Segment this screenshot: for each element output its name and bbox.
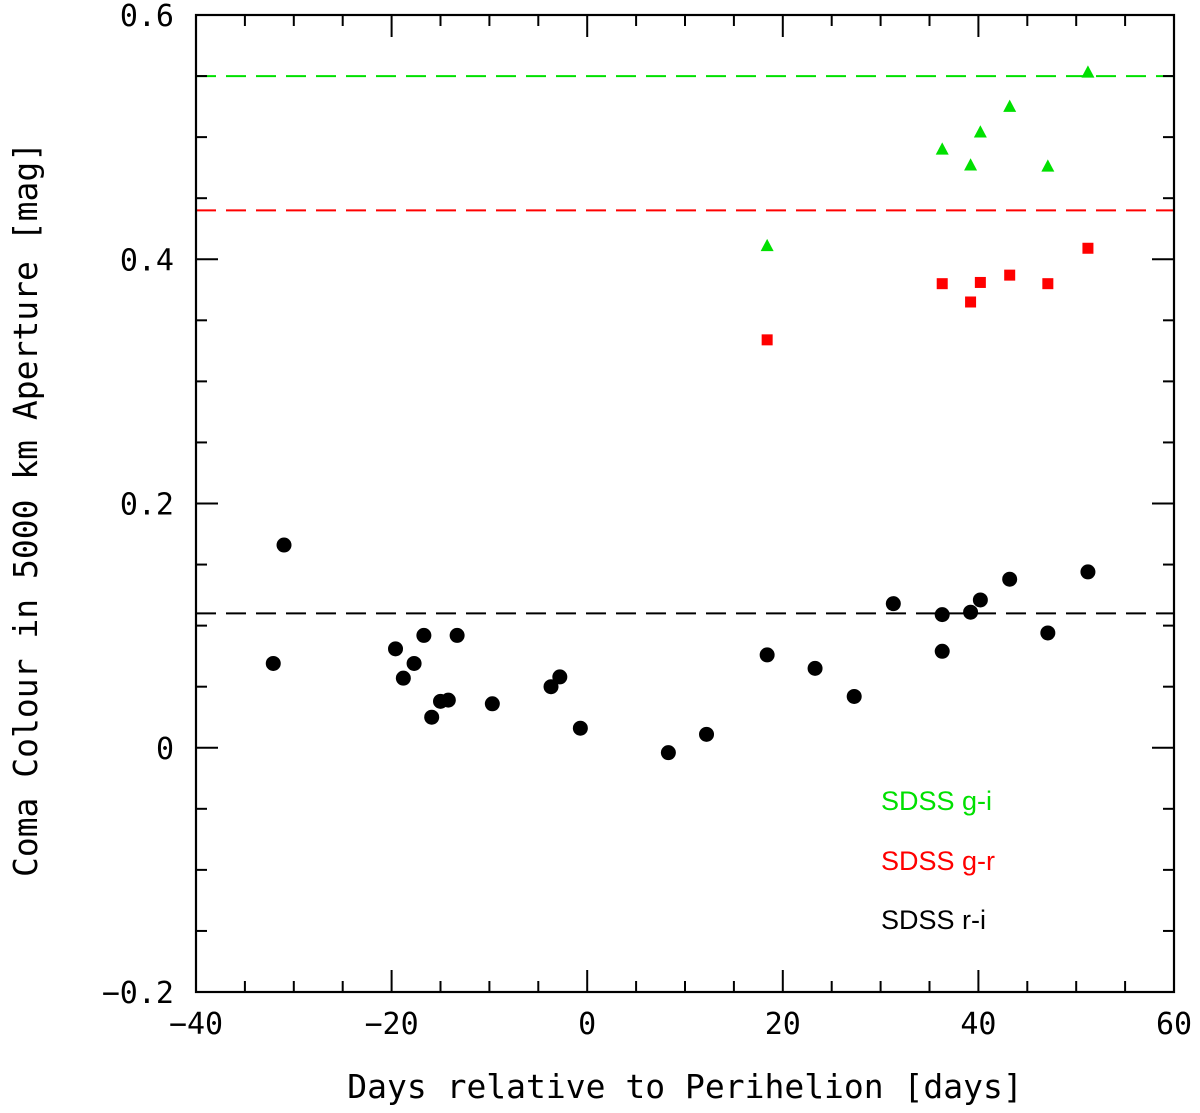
x-axis-title: Days relative to Perihelion [days]: [347, 1067, 1023, 1106]
y-tick-label: 0.6: [120, 0, 174, 34]
point-sdss-g-i: [760, 238, 774, 252]
legend: SDSS g-i SDSS g-r SDSS r-i: [881, 786, 995, 935]
x-tick-label: 20: [765, 1007, 801, 1042]
point-sdss-r-i: [395, 670, 411, 686]
point-sdss-r-i: [972, 592, 988, 608]
y-tick-label: 0: [156, 732, 174, 767]
x-tick-label: 60: [1156, 1007, 1192, 1042]
point-sdss-g-r: [974, 276, 986, 288]
point-sdss-g-r: [965, 296, 977, 308]
point-sdss-r-i: [552, 669, 568, 685]
point-sdss-r-i: [440, 692, 456, 708]
point-sdss-g-r: [936, 278, 948, 290]
x-tick-label: −40: [169, 1007, 223, 1042]
point-sdss-r-i: [543, 679, 559, 695]
point-sdss-g-i: [1041, 159, 1055, 172]
axis-ticks: [195, 14, 1175, 993]
reference-lines: [196, 75, 1174, 615]
point-sdss-r-i: [416, 627, 432, 643]
x-tick-label: 0: [578, 1007, 596, 1042]
point-sdss-g-r: [1082, 242, 1094, 254]
point-sdss-r-i: [934, 643, 950, 659]
point-sdss-r-i: [424, 709, 440, 725]
point-sdss-r-i: [406, 655, 422, 671]
point-sdss-r-i: [572, 720, 588, 736]
legend-entry-g-r: SDSS g-r: [881, 846, 995, 876]
tick-labels: −40 −20 0 20 40 60 −0.2 0 0.2 0.4 0.6: [102, 0, 1192, 1042]
x-tick-label: −20: [365, 1007, 419, 1042]
point-sdss-g-i: [1003, 99, 1017, 112]
point-sdss-r-i: [265, 655, 281, 671]
point-sdss-r-i: [807, 660, 823, 676]
point-sdss-g-i: [1081, 65, 1095, 78]
y-axis-title: Coma Colour in 5000 km Aperture [mag]: [6, 142, 45, 877]
y-tick-label: 0.2: [120, 488, 174, 523]
point-sdss-r-i: [1040, 625, 1056, 641]
point-sdss-r-i: [1080, 564, 1096, 580]
point-sdss-r-i: [449, 627, 465, 643]
plot-frame: [194, 13, 1176, 994]
point-sdss-g-i: [964, 158, 978, 171]
y-tick-label: 0.4: [120, 243, 174, 278]
point-sdss-r-i: [388, 641, 404, 657]
point-sdss-g-r: [1042, 278, 1054, 290]
point-sdss-r-i: [759, 647, 775, 663]
point-sdss-r-i: [885, 596, 901, 612]
x-tick-label: 40: [960, 1007, 996, 1042]
point-sdss-g-i: [973, 125, 987, 138]
point-sdss-r-i: [484, 696, 500, 712]
data-points: [265, 65, 1096, 761]
point-sdss-g-i: [935, 142, 949, 155]
legend-entry-r-i: SDSS r-i: [881, 905, 986, 935]
point-sdss-r-i: [660, 745, 676, 761]
point-sdss-r-i: [276, 537, 292, 553]
point-sdss-g-r: [761, 334, 773, 346]
legend-entry-g-i: SDSS g-i: [881, 786, 992, 816]
point-sdss-r-i: [846, 688, 862, 704]
point-sdss-r-i: [963, 604, 979, 620]
y-tick-label: −0.2: [102, 976, 174, 1011]
point-sdss-r-i: [699, 726, 715, 742]
point-sdss-g-r: [1004, 269, 1016, 281]
point-sdss-r-i: [1002, 571, 1018, 587]
point-sdss-r-i: [934, 607, 950, 623]
